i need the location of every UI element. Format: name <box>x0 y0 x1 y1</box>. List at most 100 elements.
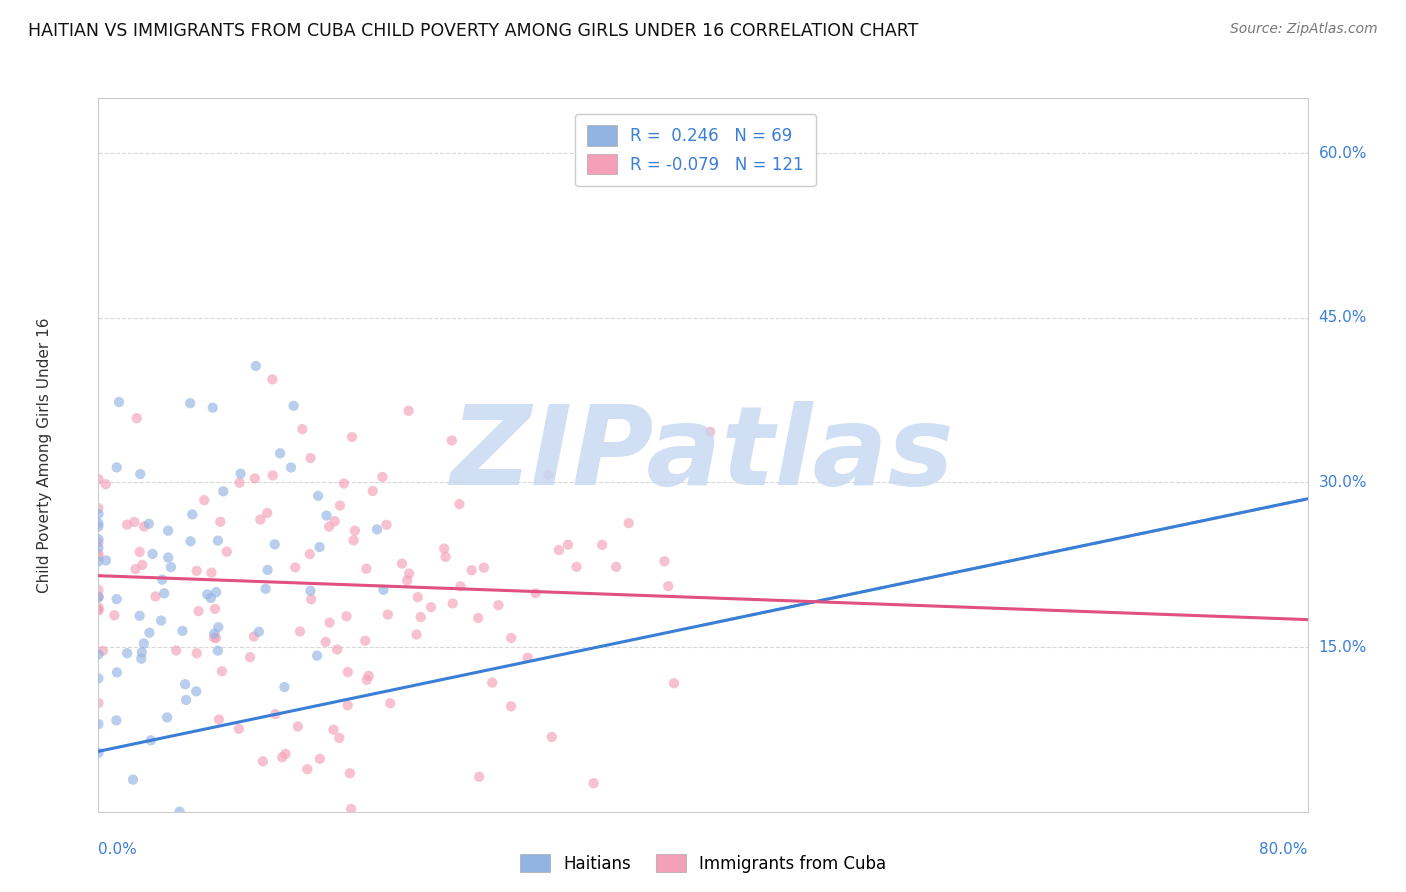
Point <box>467 611 489 625</box>
Point <box>488 598 510 612</box>
Point <box>243 471 266 485</box>
Point <box>357 669 380 683</box>
Text: HAITIAN VS IMMIGRANTS FROM CUBA CHILD POVERTY AMONG GIRLS UNDER 16 CORRELATION C: HAITIAN VS IMMIGRANTS FROM CUBA CHILD PO… <box>28 22 918 40</box>
Point <box>398 566 420 581</box>
Point <box>468 770 491 784</box>
Point <box>323 514 346 528</box>
Text: Source: ZipAtlas.com: Source: ZipAtlas.com <box>1230 22 1378 37</box>
Point <box>157 550 180 565</box>
Point <box>124 562 146 576</box>
Point <box>460 563 482 577</box>
Point <box>434 549 457 564</box>
Text: 15.0%: 15.0% <box>1319 640 1367 655</box>
Point <box>263 537 285 551</box>
Text: 30.0%: 30.0% <box>1319 475 1367 490</box>
Point <box>211 664 233 678</box>
Point <box>335 609 357 624</box>
Point <box>315 635 337 649</box>
Point <box>339 766 361 780</box>
Point <box>405 627 427 641</box>
Point <box>193 493 215 508</box>
Point <box>156 710 179 724</box>
Point <box>391 557 413 571</box>
Point <box>153 586 176 600</box>
Point <box>245 359 267 373</box>
Point <box>380 696 402 710</box>
Point <box>87 541 110 555</box>
Point <box>128 545 150 559</box>
Point <box>105 592 128 607</box>
Point <box>291 422 314 436</box>
Point <box>205 585 228 599</box>
Point <box>87 696 110 710</box>
Point <box>254 582 277 596</box>
Point <box>247 624 270 639</box>
Point <box>409 610 432 624</box>
Point <box>134 519 156 533</box>
Point <box>243 630 266 644</box>
Point <box>297 762 319 776</box>
Point <box>322 723 344 737</box>
Point <box>449 497 471 511</box>
Point <box>481 675 503 690</box>
Point <box>87 507 110 521</box>
Point <box>582 776 605 790</box>
Text: 0.0%: 0.0% <box>98 842 138 857</box>
Point <box>202 631 225 645</box>
Point <box>165 643 187 657</box>
Point <box>187 604 209 618</box>
Point <box>124 515 146 529</box>
Point <box>283 399 305 413</box>
Point <box>205 631 228 645</box>
Point <box>207 643 229 657</box>
Point <box>299 450 322 465</box>
Point <box>87 600 110 615</box>
Text: ZIPatlas: ZIPatlas <box>451 401 955 508</box>
Point <box>287 719 309 733</box>
Point <box>441 597 464 611</box>
Point <box>129 651 152 665</box>
Point <box>115 646 138 660</box>
Point <box>195 587 218 601</box>
Point <box>87 516 110 531</box>
Point <box>371 470 394 484</box>
Point <box>269 446 291 460</box>
Point <box>174 677 197 691</box>
Point <box>207 620 229 634</box>
Text: 80.0%: 80.0% <box>1260 842 1308 857</box>
Point <box>239 650 262 665</box>
Point <box>273 680 295 694</box>
Point <box>354 633 377 648</box>
Point <box>186 564 208 578</box>
Point <box>87 648 110 662</box>
Point <box>307 489 329 503</box>
Point <box>138 625 160 640</box>
Text: Child Poverty Among Girls Under 16: Child Poverty Among Girls Under 16 <box>37 318 52 592</box>
Point <box>145 590 167 604</box>
Point <box>271 750 294 764</box>
Point <box>87 555 110 569</box>
Point <box>172 624 194 638</box>
Point <box>288 624 311 639</box>
Point <box>87 549 110 564</box>
Point <box>591 538 613 552</box>
Point <box>299 583 322 598</box>
Point <box>440 434 463 448</box>
Point <box>654 554 676 568</box>
Point <box>87 519 110 533</box>
Point <box>204 602 226 616</box>
Point <box>537 467 560 482</box>
Point <box>274 747 297 761</box>
Point <box>328 731 350 745</box>
Point <box>132 636 155 650</box>
Point <box>209 515 232 529</box>
Point <box>308 540 330 554</box>
Point <box>228 722 250 736</box>
Point <box>141 547 163 561</box>
Point <box>105 714 128 728</box>
Legend: R =  0.246   N = 69, R = -0.079   N = 121: R = 0.246 N = 69, R = -0.079 N = 121 <box>575 113 815 186</box>
Point <box>200 566 222 580</box>
Point <box>343 524 366 538</box>
Point <box>157 524 180 538</box>
Point <box>125 411 148 425</box>
